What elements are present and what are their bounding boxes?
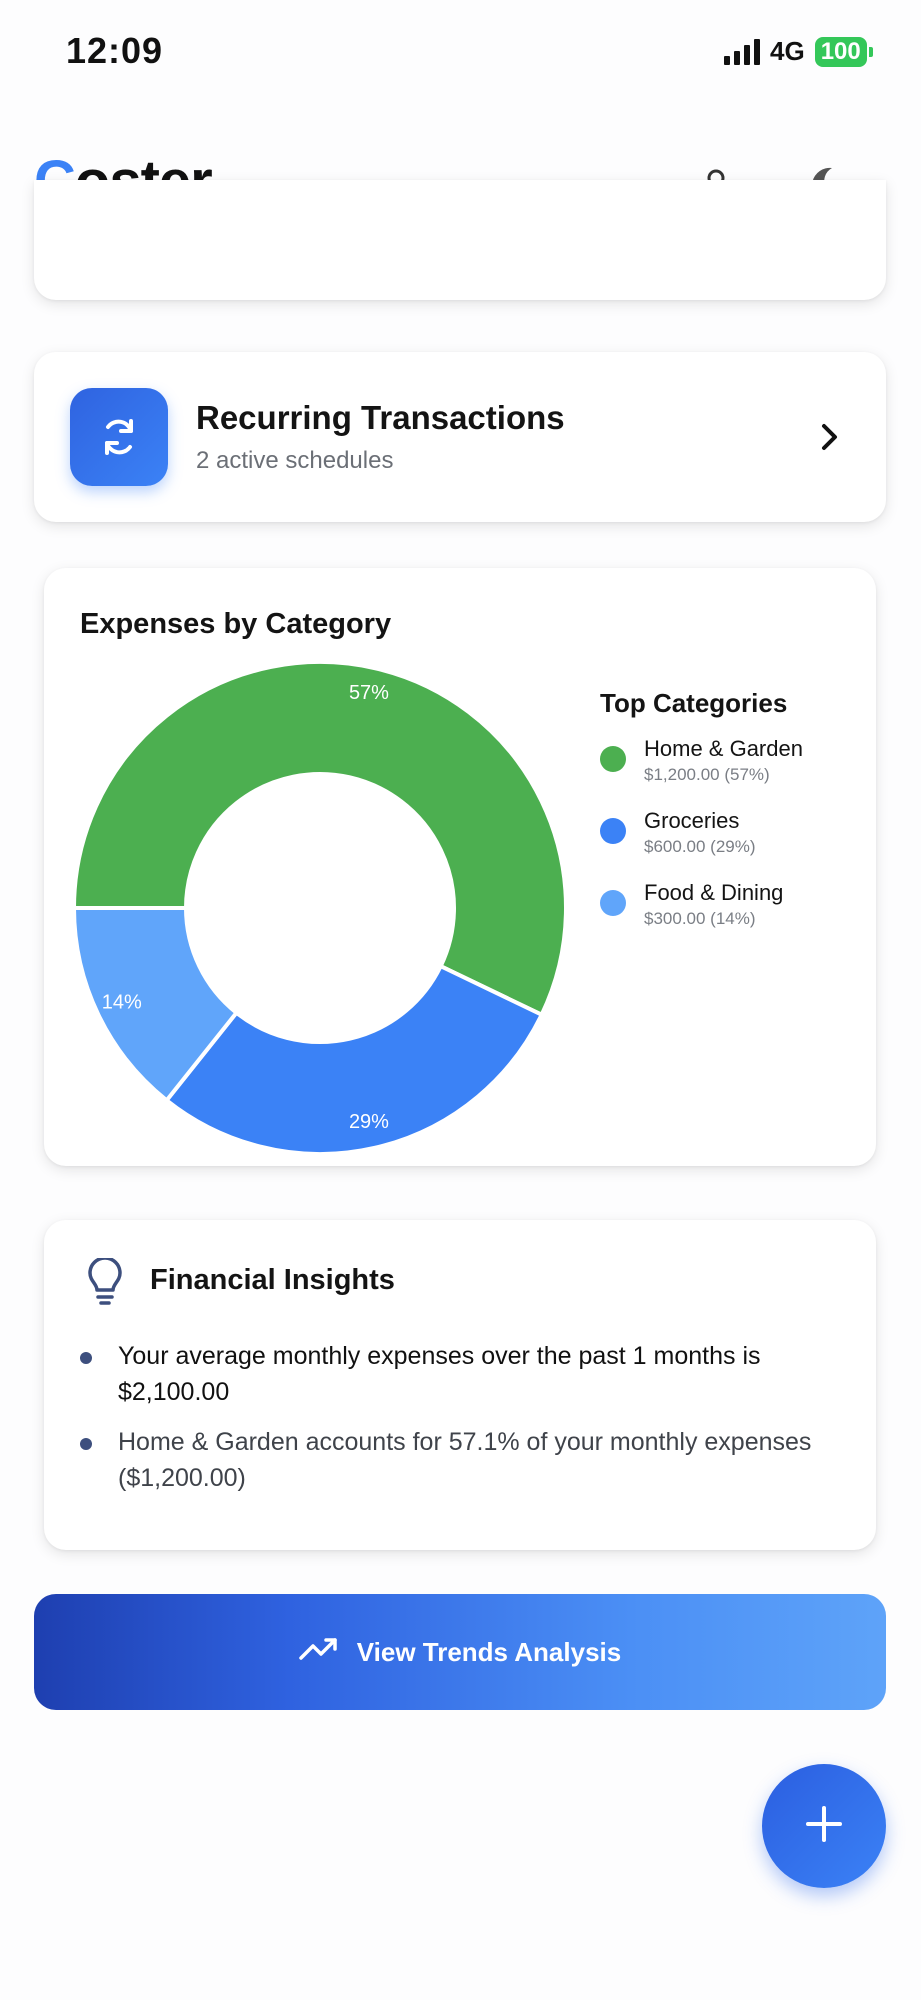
legend-value: $300.00 (14%) (644, 909, 756, 928)
legend-name: Home & Garden (644, 736, 803, 761)
donut-slice (163, 963, 545, 1156)
donut-slice (71, 660, 568, 1018)
legend-item: Groceries $600.00 (29%) (600, 808, 756, 857)
bullet (80, 1438, 92, 1450)
legend-value: $600.00 (29%) (644, 837, 756, 856)
legend-dot (600, 818, 626, 844)
donut-slice (71, 906, 240, 1104)
battery-level: 100 (814, 36, 867, 67)
refresh-icon (70, 388, 168, 486)
add-transaction-button[interactable] (762, 1764, 886, 1888)
legend-dot (600, 746, 626, 772)
legend-name: Groceries (644, 808, 740, 833)
signal-icon (724, 38, 760, 65)
lightbulb-icon (84, 1256, 126, 1306)
view-trends-label: View Trends Analysis (356, 1636, 622, 1667)
slice-label: 57% (349, 682, 389, 704)
view-trends-button[interactable]: View Trends Analysis (34, 1594, 886, 1710)
bullet (80, 1352, 92, 1364)
donut-chart: 57% 29% 14% (71, 660, 568, 1156)
legend-dot (600, 890, 626, 916)
network-type: 4G (770, 36, 805, 66)
insight-item: Your average monthly expenses over the p… (80, 1338, 840, 1410)
legend-item: Food & Dining $300.00 (14%) (600, 880, 783, 929)
insights-title: Financial Insights (150, 1264, 395, 1296)
status-indicators: 4G 100 (724, 36, 873, 67)
recurring-transactions-card[interactable]: Recurring Transactions 2 active schedule… (34, 352, 886, 522)
insight-text: Home & Garden accounts for 57.1% of your… (118, 1428, 812, 1492)
chart-title: Expenses by Category (80, 608, 392, 640)
chevron-right-icon (810, 417, 850, 457)
expenses-chart-card: Expenses by Category 57% 29% 14% Top Categ… (44, 568, 876, 1166)
legend-title: Top Categories (600, 688, 788, 718)
previous-card (34, 180, 886, 300)
financial-insights-card: Financial Insights Your average monthly … (44, 1220, 876, 1550)
slice-label: 14% (102, 992, 142, 1014)
trending-up-icon (299, 1636, 339, 1669)
recurring-subtitle: 2 active schedules (196, 447, 394, 474)
legend-name: Food & Dining (644, 880, 784, 905)
insight-item: Home & Garden accounts for 57.1% of your… (80, 1424, 840, 1496)
status-time: 12:09 (66, 30, 164, 71)
plus-icon (804, 1804, 844, 1849)
slice-label: 29% (349, 1111, 389, 1133)
legend-item: Home & Garden $1,200.00 (57%) (600, 736, 803, 785)
legend-value: $1,200.00 (57%) (644, 765, 770, 784)
insight-text: Your average monthly expenses over the p… (118, 1342, 761, 1406)
battery-icon: 100 (814, 36, 873, 67)
recurring-title: Recurring Transactions (196, 399, 565, 436)
